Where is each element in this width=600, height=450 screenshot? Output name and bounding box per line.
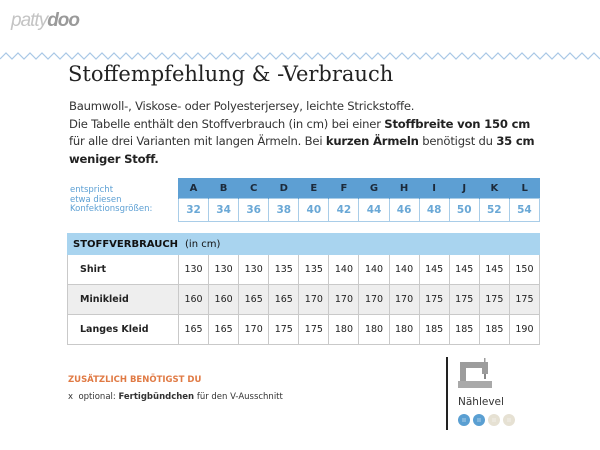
table-cell: 130 [177, 254, 210, 285]
table-cell: 180 [328, 314, 360, 345]
table-cell: 165 [208, 314, 240, 345]
size-number: 40 [298, 198, 330, 222]
table-cell: 140 [358, 254, 390, 285]
extras-item: x optional: Fertigbündchen für den V-Aus… [68, 392, 283, 402]
table-cell: 170 [358, 284, 390, 315]
table-cell: 180 [358, 314, 390, 345]
table-cell: 185 [418, 314, 450, 345]
table-cell: 160 [177, 284, 210, 315]
table-cell: 175 [478, 284, 510, 315]
table-cell: 130 [208, 254, 240, 285]
button-icon [473, 414, 485, 426]
table-row: Minikleid 160 160 165 165 170 170 170 170 175 175 1… [67, 284, 541, 315]
button-icon [488, 414, 500, 426]
table-cell: 140 [328, 254, 360, 285]
button-icon [458, 414, 470, 426]
table-cell: 170 [388, 284, 420, 315]
size-letter: F [328, 178, 359, 199]
size-letter: J [448, 178, 480, 199]
size-letter: L [508, 178, 540, 199]
size-number: 34 [208, 198, 240, 222]
table-row: Shirt 130 130 130 135 135 140 140 140 145 145 145 15… [67, 254, 541, 285]
sewing-level-rating [458, 414, 515, 426]
page-title: Stoffempfehlung & -Verbrauch [68, 62, 394, 86]
table-cell: 140 [388, 254, 420, 285]
table-cell: 135 [298, 254, 330, 285]
table-cell: 175 [298, 314, 330, 345]
table-cell: 185 [448, 314, 480, 345]
size-number: 46 [388, 198, 420, 222]
table-cell: 145 [448, 254, 480, 285]
size-number: 50 [448, 198, 480, 222]
extras-heading: ZUSÄTZLICH BENÖTIGST DU [68, 375, 202, 385]
size-number: 42 [328, 198, 360, 222]
size-table: A B C D E F G H I J K L 32 34 36 38 40 42 44 46 48 50 52 54 [177, 178, 541, 222]
sewing-level-label: Nählevel [458, 396, 504, 408]
table-cell: 175 [448, 284, 480, 315]
size-number: 48 [418, 198, 450, 222]
table-cell: 175 [418, 284, 450, 315]
button-icon [503, 414, 515, 426]
size-number: 44 [358, 198, 390, 222]
table-cell: 145 [478, 254, 510, 285]
description: Baumwoll-, Viskose- oder Polyesterjersey… [69, 99, 535, 166]
size-letter: E [298, 178, 329, 199]
table-cell: 130 [238, 254, 270, 285]
size-letter: G [358, 178, 390, 199]
table-cell: 190 [508, 314, 541, 345]
table-cell: 180 [388, 314, 420, 345]
size-letter: C [238, 178, 269, 199]
table-cell: 135 [268, 254, 300, 285]
row-label: Shirt [67, 254, 179, 285]
table-cell: 170 [328, 284, 360, 315]
table-row: Langes Kleid 165 165 170 175 175 180 180 180 185 1… [67, 314, 541, 345]
size-number: 36 [238, 198, 270, 222]
size-letter: H [388, 178, 420, 199]
table-cell: 165 [268, 284, 300, 315]
size-number: 32 [177, 198, 210, 222]
size-number: 54 [508, 198, 541, 222]
table-cell: 175 [268, 314, 300, 345]
size-letter: A [177, 178, 209, 199]
wave-divider [0, 52, 600, 60]
row-label: Minikleid [67, 284, 179, 315]
table-cell: 160 [208, 284, 240, 315]
table-cell: 165 [177, 314, 210, 345]
table-cell: 150 [508, 254, 541, 285]
size-number: 52 [478, 198, 510, 222]
consumption-table: STOFFVERBRAUCH (in cm) Shirt 130 130 130 135… [67, 233, 541, 345]
table-cell: 170 [298, 284, 330, 315]
table-cell: 165 [238, 284, 270, 315]
size-letter: K [478, 178, 510, 199]
consumption-header: STOFFVERBRAUCH (in cm) [67, 233, 540, 255]
size-letter: B [208, 178, 239, 199]
table-cell: 145 [418, 254, 450, 285]
table-cell: 170 [238, 314, 270, 345]
row-label: Langes Kleid [67, 314, 179, 345]
divider [446, 357, 448, 430]
table-cell: 175 [508, 284, 541, 315]
sewing-machine-icon [458, 358, 492, 388]
logo: pattydoo [11, 10, 80, 31]
size-letter: I [418, 178, 450, 199]
size-letter: D [268, 178, 299, 199]
size-number: 38 [268, 198, 300, 222]
table-cell: 185 [478, 314, 510, 345]
size-label: entspricht etwa diesen Konfektionsgrößen… [70, 185, 153, 214]
